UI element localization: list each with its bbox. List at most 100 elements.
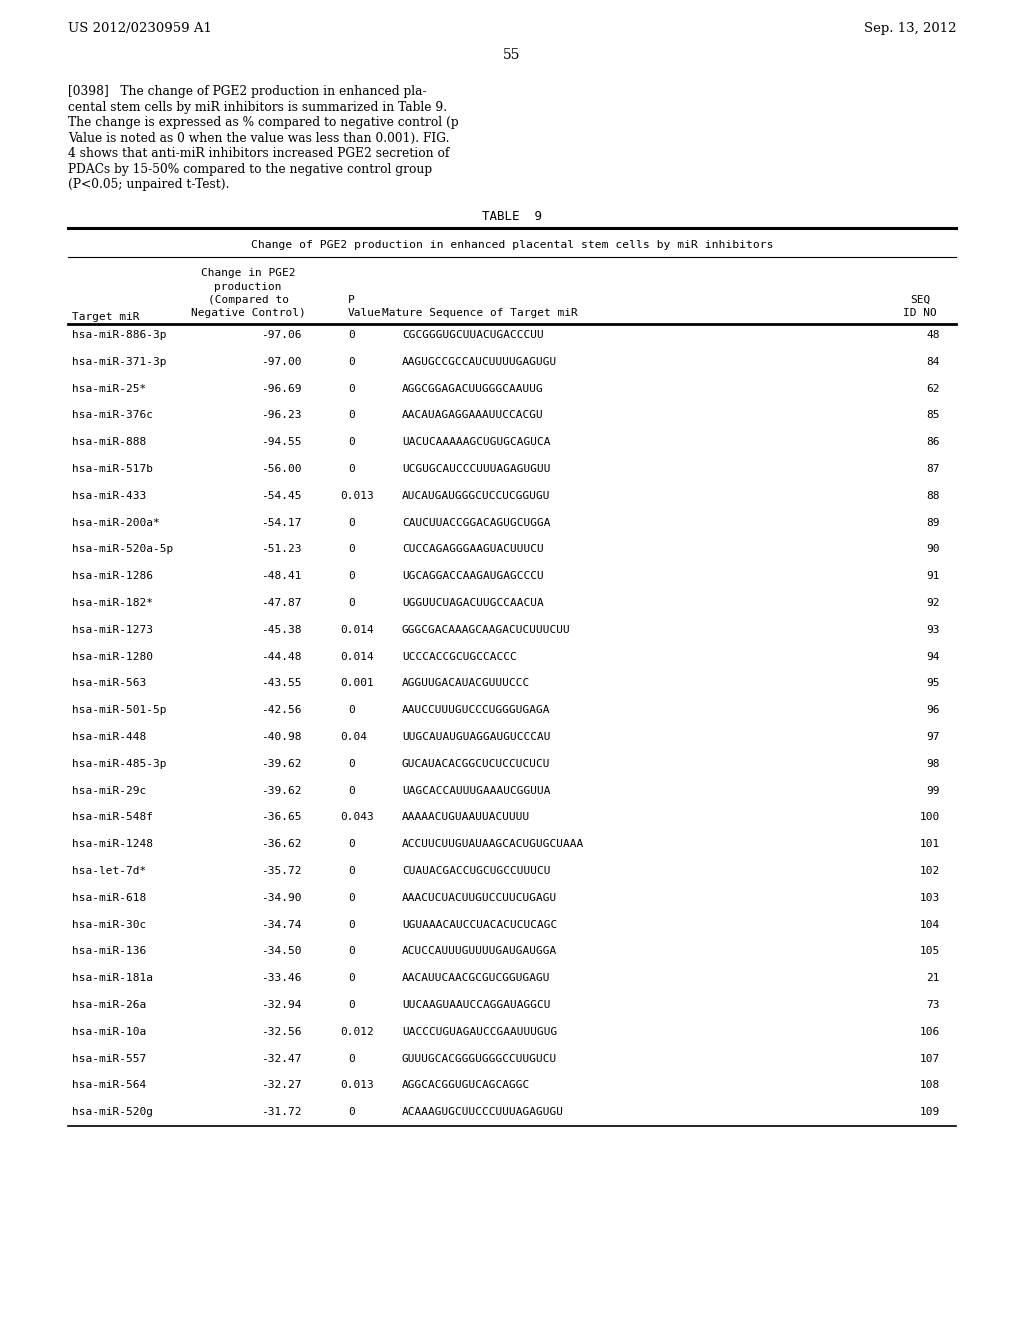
Text: 48: 48 bbox=[927, 330, 940, 341]
Text: hsa-miR-136: hsa-miR-136 bbox=[72, 946, 146, 957]
Text: AUCAUGAUGGGCUCCUCGGUGU: AUCAUGAUGGGCUCCUCGGUGU bbox=[402, 491, 551, 500]
Text: UCCCACCGCUGCCACCC: UCCCACCGCUGCCACCC bbox=[402, 652, 517, 661]
Text: AAGUGCCGCCAUCUUUUGAGUGU: AAGUGCCGCCAUCUUUUGAGUGU bbox=[402, 356, 557, 367]
Text: 0: 0 bbox=[348, 1053, 354, 1064]
Text: 4 shows that anti-miR inhibitors increased PGE2 secretion of: 4 shows that anti-miR inhibitors increas… bbox=[68, 147, 450, 160]
Text: -32.56: -32.56 bbox=[261, 1027, 302, 1036]
Text: hsa-miR-1280: hsa-miR-1280 bbox=[72, 652, 153, 661]
Text: SEQ: SEQ bbox=[910, 294, 930, 305]
Text: -32.94: -32.94 bbox=[261, 1001, 302, 1010]
Text: 0: 0 bbox=[348, 330, 354, 341]
Text: -39.62: -39.62 bbox=[261, 759, 302, 768]
Text: The change is expressed as % compared to negative control (p: The change is expressed as % compared to… bbox=[68, 116, 459, 129]
Text: hsa-miR-371-3p: hsa-miR-371-3p bbox=[72, 356, 167, 367]
Text: 109: 109 bbox=[920, 1107, 940, 1117]
Text: 98: 98 bbox=[927, 759, 940, 768]
Text: 0: 0 bbox=[348, 598, 354, 609]
Text: -36.65: -36.65 bbox=[261, 812, 302, 822]
Text: 0: 0 bbox=[348, 946, 354, 957]
Text: 95: 95 bbox=[927, 678, 940, 689]
Text: GGGCGACAAAGCAAGACUCUUUCUU: GGGCGACAAAGCAAGACUCUUUCUU bbox=[402, 624, 570, 635]
Text: hsa-miR-563: hsa-miR-563 bbox=[72, 678, 146, 689]
Text: 99: 99 bbox=[927, 785, 940, 796]
Text: -33.46: -33.46 bbox=[261, 973, 302, 983]
Text: hsa-miR-181a: hsa-miR-181a bbox=[72, 973, 153, 983]
Text: -56.00: -56.00 bbox=[261, 465, 302, 474]
Text: CGCGGGUGCUUACUGACCCUU: CGCGGGUGCUUACUGACCCUU bbox=[402, 330, 544, 341]
Text: Value: Value bbox=[348, 309, 382, 318]
Text: hsa-miR-1273: hsa-miR-1273 bbox=[72, 624, 153, 635]
Text: UACUCAAAAAGCUGUGCAGUCA: UACUCAAAAAGCUGUGCAGUCA bbox=[402, 437, 551, 447]
Text: 0.013: 0.013 bbox=[340, 1080, 374, 1090]
Text: AGGCGGAGACUUGGGCAAUUG: AGGCGGAGACUUGGGCAAUUG bbox=[402, 384, 544, 393]
Text: Change in PGE2: Change in PGE2 bbox=[201, 268, 295, 279]
Text: 103: 103 bbox=[920, 892, 940, 903]
Text: 0: 0 bbox=[348, 544, 354, 554]
Text: 102: 102 bbox=[920, 866, 940, 876]
Text: 105: 105 bbox=[920, 946, 940, 957]
Text: ACAAAGUGCUUCCCUUUAGAGUGU: ACAAAGUGCUUCCCUUUAGAGUGU bbox=[402, 1107, 564, 1117]
Text: CAUCUUACCGGACAGUGCUGGA: CAUCUUACCGGACAGUGCUGGA bbox=[402, 517, 551, 528]
Text: 62: 62 bbox=[927, 384, 940, 393]
Text: hsa-miR-433: hsa-miR-433 bbox=[72, 491, 146, 500]
Text: 0.013: 0.013 bbox=[340, 491, 374, 500]
Text: 0: 0 bbox=[348, 356, 354, 367]
Text: -34.90: -34.90 bbox=[261, 892, 302, 903]
Text: -51.23: -51.23 bbox=[261, 544, 302, 554]
Text: hsa-miR-1248: hsa-miR-1248 bbox=[72, 840, 153, 849]
Text: 92: 92 bbox=[927, 598, 940, 609]
Text: 0: 0 bbox=[348, 759, 354, 768]
Text: (Compared to: (Compared to bbox=[208, 294, 289, 305]
Text: ACCUUCUUGUAUAAGCACUGUGCUAAA: ACCUUCUUGUAUAAGCACUGUGCUAAA bbox=[402, 840, 585, 849]
Text: -97.06: -97.06 bbox=[261, 330, 302, 341]
Text: 0: 0 bbox=[348, 840, 354, 849]
Text: 73: 73 bbox=[927, 1001, 940, 1010]
Text: hsa-miR-26a: hsa-miR-26a bbox=[72, 1001, 146, 1010]
Text: AAUCCUUUGUCCCUGGGUGAGA: AAUCCUUUGUCCCUGGGUGAGA bbox=[402, 705, 551, 715]
Text: -34.50: -34.50 bbox=[261, 946, 302, 957]
Text: 0: 0 bbox=[348, 1001, 354, 1010]
Text: (P<0.05; unpaired t-Test).: (P<0.05; unpaired t-Test). bbox=[68, 178, 229, 191]
Text: 0.04: 0.04 bbox=[340, 733, 367, 742]
Text: -34.74: -34.74 bbox=[261, 920, 302, 929]
Text: -35.72: -35.72 bbox=[261, 866, 302, 876]
Text: Mature Sequence of Target miR: Mature Sequence of Target miR bbox=[382, 309, 578, 318]
Text: UGGUUCUAGACUUGCCAACUA: UGGUUCUAGACUUGCCAACUA bbox=[402, 598, 544, 609]
Text: 0: 0 bbox=[348, 384, 354, 393]
Text: production: production bbox=[214, 281, 282, 292]
Text: GUUUGCACGGGUGGGCCUUGUCU: GUUUGCACGGGUGGGCCUUGUCU bbox=[402, 1053, 557, 1064]
Text: AAACUCUACUUGUCCUUCUGAGU: AAACUCUACUUGUCCUUCUGAGU bbox=[402, 892, 557, 903]
Text: -96.23: -96.23 bbox=[261, 411, 302, 420]
Text: 0: 0 bbox=[348, 437, 354, 447]
Text: hsa-miR-25*: hsa-miR-25* bbox=[72, 384, 146, 393]
Text: 0: 0 bbox=[348, 973, 354, 983]
Text: UACCCUGUAGAUCCGAAUUUGUG: UACCCUGUAGAUCCGAAUUUGUG bbox=[402, 1027, 557, 1036]
Text: 0: 0 bbox=[348, 705, 354, 715]
Text: 106: 106 bbox=[920, 1027, 940, 1036]
Text: UUGCAUAUGUAGGAUGUCCCAU: UUGCAUAUGUAGGAUGUCCCAU bbox=[402, 733, 551, 742]
Text: hsa-miR-520a-5p: hsa-miR-520a-5p bbox=[72, 544, 173, 554]
Text: ACUCCAUUUGUUUUGAUGAUGGA: ACUCCAUUUGUUUUGAUGAUGGA bbox=[402, 946, 557, 957]
Text: UGUAAACAUCCUACACUCUCAGC: UGUAAACAUCCUACACUCUCAGC bbox=[402, 920, 557, 929]
Text: 107: 107 bbox=[920, 1053, 940, 1064]
Text: -39.62: -39.62 bbox=[261, 785, 302, 796]
Text: 97: 97 bbox=[927, 733, 940, 742]
Text: hsa-miR-182*: hsa-miR-182* bbox=[72, 598, 153, 609]
Text: 87: 87 bbox=[927, 465, 940, 474]
Text: UUCAAGUAAUCCAGGAUAGGCU: UUCAAGUAAUCCAGGAUAGGCU bbox=[402, 1001, 551, 1010]
Text: 0: 0 bbox=[348, 572, 354, 581]
Text: Target miR: Target miR bbox=[72, 312, 139, 322]
Text: Value is noted as 0 when the value was less than 0.001). FIG.: Value is noted as 0 when the value was l… bbox=[68, 132, 450, 144]
Text: AGGCACGGUGUCAGCAGGC: AGGCACGGUGUCAGCAGGC bbox=[402, 1080, 530, 1090]
Text: -45.38: -45.38 bbox=[261, 624, 302, 635]
Text: 0: 0 bbox=[348, 866, 354, 876]
Text: -40.98: -40.98 bbox=[261, 733, 302, 742]
Text: 94: 94 bbox=[927, 652, 940, 661]
Text: hsa-miR-501-5p: hsa-miR-501-5p bbox=[72, 705, 167, 715]
Text: -31.72: -31.72 bbox=[261, 1107, 302, 1117]
Text: 0: 0 bbox=[348, 892, 354, 903]
Text: hsa-miR-30c: hsa-miR-30c bbox=[72, 920, 146, 929]
Text: -36.62: -36.62 bbox=[261, 840, 302, 849]
Text: 0: 0 bbox=[348, 920, 354, 929]
Text: hsa-miR-548f: hsa-miR-548f bbox=[72, 812, 153, 822]
